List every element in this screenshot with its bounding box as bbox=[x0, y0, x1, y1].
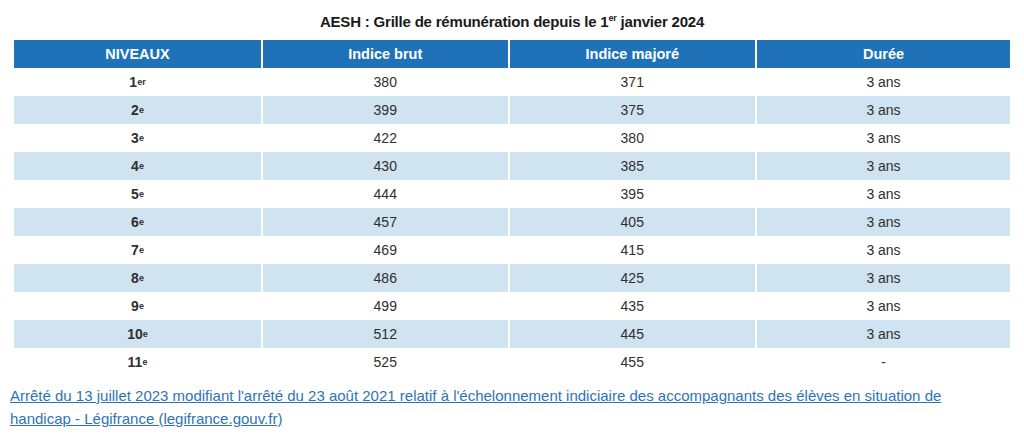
table-row: 6e 457 405 3 ans bbox=[14, 208, 1010, 236]
indice-majore-cell: 395 bbox=[510, 180, 756, 208]
header-niveaux: NIVEAUX bbox=[14, 40, 261, 68]
indice-majore-cell: 435 bbox=[510, 292, 756, 320]
niveau-number: 3 bbox=[131, 130, 139, 146]
duree-cell: 3 ans bbox=[757, 68, 1010, 96]
table-header-row: NIVEAUX Indice brut Indice majoré Durée bbox=[14, 40, 1010, 68]
niveau-number: 11 bbox=[128, 354, 143, 370]
table-row: 11e 525 455 - bbox=[14, 348, 1010, 376]
niveau-number: 7 bbox=[131, 242, 139, 258]
duree-cell: 3 ans bbox=[757, 320, 1010, 348]
header-duree: Durée bbox=[757, 40, 1010, 68]
indice-majore-cell: 415 bbox=[510, 236, 756, 264]
niveau-number: 10 bbox=[127, 326, 143, 342]
indice-brut-cell: 430 bbox=[263, 152, 508, 180]
indice-brut-cell: 444 bbox=[263, 180, 508, 208]
duree-cell: 3 ans bbox=[757, 236, 1010, 264]
indice-brut-cell: 512 bbox=[263, 320, 508, 348]
page-title-suffix: janvier 2024 bbox=[617, 13, 704, 30]
header-indice-majore: Indice majoré bbox=[510, 40, 756, 68]
table-row: 1er 380 371 3 ans bbox=[14, 68, 1010, 96]
niveau-cell: 10e bbox=[14, 320, 261, 348]
table-row: 8e 486 425 3 ans bbox=[14, 264, 1010, 292]
indice-majore-cell: 405 bbox=[510, 208, 756, 236]
niveau-cell: 11e bbox=[14, 348, 261, 376]
indice-brut-cell: 422 bbox=[263, 124, 508, 152]
table-body: 1er 380 371 3 ans 2e 399 375 3 ans 3e 42… bbox=[14, 68, 1010, 376]
table-row: 10e 512 445 3 ans bbox=[14, 320, 1010, 348]
indice-brut-cell: 457 bbox=[263, 208, 508, 236]
duree-cell: - bbox=[757, 348, 1010, 376]
niveau-number: 1 bbox=[129, 74, 137, 90]
table-row: 9e 499 435 3 ans bbox=[14, 292, 1010, 320]
table-row: 5e 444 395 3 ans bbox=[14, 180, 1010, 208]
remuneration-table: NIVEAUX Indice brut Indice majoré Durée … bbox=[14, 40, 1010, 376]
niveau-cell: 1er bbox=[14, 68, 261, 96]
niveau-cell: 7e bbox=[14, 236, 261, 264]
indice-brut-cell: 499 bbox=[263, 292, 508, 320]
table-row: 3e 422 380 3 ans bbox=[14, 124, 1010, 152]
duree-cell: 3 ans bbox=[757, 264, 1010, 292]
indice-majore-cell: 380 bbox=[510, 124, 756, 152]
duree-cell: 3 ans bbox=[757, 152, 1010, 180]
indice-majore-cell: 425 bbox=[510, 264, 756, 292]
niveau-cell: 6e bbox=[14, 208, 261, 236]
header-indice-brut: Indice brut bbox=[263, 40, 508, 68]
indice-brut-cell: 469 bbox=[263, 236, 508, 264]
page-title-text: AESH : Grille de rémunération depuis le … bbox=[320, 13, 609, 30]
niveau-cell: 4e bbox=[14, 152, 261, 180]
indice-majore-cell: 455 bbox=[510, 348, 756, 376]
niveau-number: 9 bbox=[131, 298, 139, 314]
niveau-cell: 8e bbox=[14, 264, 261, 292]
source-link[interactable]: Arrêté du 13 juillet 2023 modifiant l'ar… bbox=[10, 387, 941, 427]
niveau-number: 8 bbox=[131, 270, 139, 286]
niveau-number: 6 bbox=[131, 214, 139, 230]
indice-majore-cell: 371 bbox=[510, 68, 756, 96]
duree-cell: 3 ans bbox=[757, 208, 1010, 236]
indice-brut-cell: 380 bbox=[263, 68, 508, 96]
indice-brut-cell: 399 bbox=[263, 96, 508, 124]
niveau-cell: 5e bbox=[14, 180, 261, 208]
page-title: AESH : Grille de rémunération depuis le … bbox=[0, 0, 1024, 30]
duree-cell: 3 ans bbox=[757, 292, 1010, 320]
niveau-number: 5 bbox=[131, 186, 139, 202]
indice-majore-cell: 385 bbox=[510, 152, 756, 180]
table-row: 7e 469 415 3 ans bbox=[14, 236, 1010, 264]
niveau-cell: 3e bbox=[14, 124, 261, 152]
indice-majore-cell: 375 bbox=[510, 96, 756, 124]
niveau-cell: 2e bbox=[14, 96, 261, 124]
table-row: 2e 399 375 3 ans bbox=[14, 96, 1010, 124]
source-reference: Arrêté du 13 juillet 2023 modifiant l'ar… bbox=[10, 384, 995, 430]
niveau-number: 2 bbox=[131, 102, 139, 118]
page-title-superscript: er bbox=[608, 13, 616, 23]
indice-majore-cell: 445 bbox=[510, 320, 756, 348]
niveau-number: 4 bbox=[131, 158, 139, 174]
indice-brut-cell: 525 bbox=[263, 348, 508, 376]
duree-cell: 3 ans bbox=[757, 124, 1010, 152]
indice-brut-cell: 486 bbox=[263, 264, 508, 292]
duree-cell: 3 ans bbox=[757, 96, 1010, 124]
duree-cell: 3 ans bbox=[757, 180, 1010, 208]
table-row: 4e 430 385 3 ans bbox=[14, 152, 1010, 180]
niveau-cell: 9e bbox=[14, 292, 261, 320]
